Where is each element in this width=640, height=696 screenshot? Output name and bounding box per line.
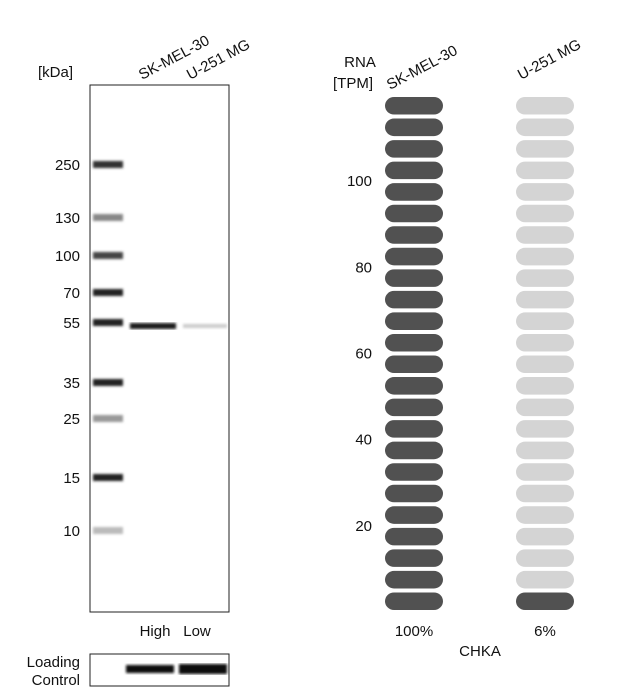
pill-filled — [385, 247, 443, 266]
pill-filled — [385, 204, 443, 223]
pill-empty — [516, 290, 574, 309]
pill-filled — [385, 290, 443, 309]
pill-empty — [516, 420, 574, 438]
pill-filled — [385, 183, 443, 201]
y-tick-label: 80 — [355, 259, 372, 276]
column-label: U-251 MG — [515, 36, 584, 83]
ladder-band — [93, 214, 123, 221]
marker-label: 70 — [63, 285, 80, 302]
pill-empty — [516, 506, 574, 524]
pill-empty — [516, 312, 574, 330]
pill-filled — [385, 441, 443, 460]
pill-filled — [385, 377, 443, 395]
y-tick-label: 40 — [355, 432, 372, 449]
ladder-band — [93, 161, 123, 168]
lane-level: Low — [183, 623, 211, 640]
pill-filled — [385, 570, 443, 589]
loading-bands — [126, 664, 227, 674]
pill-empty — [516, 161, 574, 180]
blot-bands — [130, 323, 227, 329]
y-label: [TPM] — [333, 75, 373, 92]
pill-empty — [516, 527, 574, 546]
pill-filled — [385, 592, 443, 610]
ladder-band — [93, 379, 123, 386]
column-label: SK-MEL-30 — [384, 42, 460, 93]
ladder-band — [93, 252, 123, 259]
pill-filled — [385, 140, 443, 158]
ladder-band — [93, 474, 123, 481]
pill-filled — [385, 463, 443, 481]
x-label: CHKA — [459, 643, 501, 660]
y-label: RNA — [344, 54, 376, 71]
ladder-band — [93, 289, 123, 296]
pill-empty — [516, 570, 574, 589]
pill-empty — [516, 269, 574, 287]
pill-empty — [516, 97, 574, 115]
pill-filled — [385, 506, 443, 524]
pill-empty — [516, 549, 574, 567]
sample-band — [183, 324, 227, 328]
pill-filled — [385, 312, 443, 330]
loading-label: Control — [32, 672, 80, 689]
y-tick-label: 60 — [355, 346, 372, 363]
pill-empty — [516, 118, 574, 137]
marker-label: 130 — [55, 210, 80, 227]
marker-label: 25 — [63, 411, 80, 428]
pill-empty — [516, 377, 574, 395]
marker-label: 55 — [63, 315, 80, 332]
sample-band — [130, 323, 176, 329]
loading-band — [126, 665, 174, 673]
pill-filled — [385, 118, 443, 137]
loading-label: Loading — [27, 654, 80, 671]
pill-filled — [385, 398, 443, 417]
pill-empty — [516, 226, 574, 244]
ladder-band — [93, 415, 123, 422]
pill-empty — [516, 183, 574, 201]
marker-label: 100 — [55, 248, 80, 265]
pill-empty — [516, 140, 574, 158]
pill-empty — [516, 333, 574, 352]
pill-filled — [385, 333, 443, 352]
pill-filled — [385, 484, 443, 503]
pill-empty — [516, 484, 574, 503]
lane-level: High — [140, 623, 171, 640]
marker-label: 10 — [63, 523, 80, 540]
pill-filled — [385, 355, 443, 374]
pill-empty — [516, 355, 574, 374]
percent-label: 6% — [534, 623, 556, 640]
pill-empty — [516, 441, 574, 460]
pill-filled — [385, 527, 443, 546]
pill-filled — [385, 269, 443, 287]
pill-empty — [516, 398, 574, 417]
pill-filled — [385, 226, 443, 244]
pill-filled — [385, 97, 443, 115]
y-tick-label: 100 — [347, 173, 372, 190]
pill-filled — [385, 420, 443, 438]
pill-empty — [516, 247, 574, 266]
y-tick-label: 20 — [355, 518, 372, 535]
percent-label: 100% — [395, 623, 433, 640]
loading-band — [179, 664, 227, 674]
kda-label: [kDa] — [38, 64, 73, 81]
ladder — [93, 161, 123, 534]
marker-label: 35 — [63, 375, 80, 392]
marker-label: 15 — [63, 470, 80, 487]
blot-frame — [89, 84, 230, 613]
pill-empty — [516, 204, 574, 223]
pill-filled — [516, 592, 574, 610]
pill-empty — [516, 463, 574, 481]
pill-filled — [385, 161, 443, 180]
ladder-band — [93, 527, 123, 534]
ladder-band — [93, 319, 123, 326]
pill-filled — [385, 549, 443, 567]
marker-label: 250 — [55, 157, 80, 174]
